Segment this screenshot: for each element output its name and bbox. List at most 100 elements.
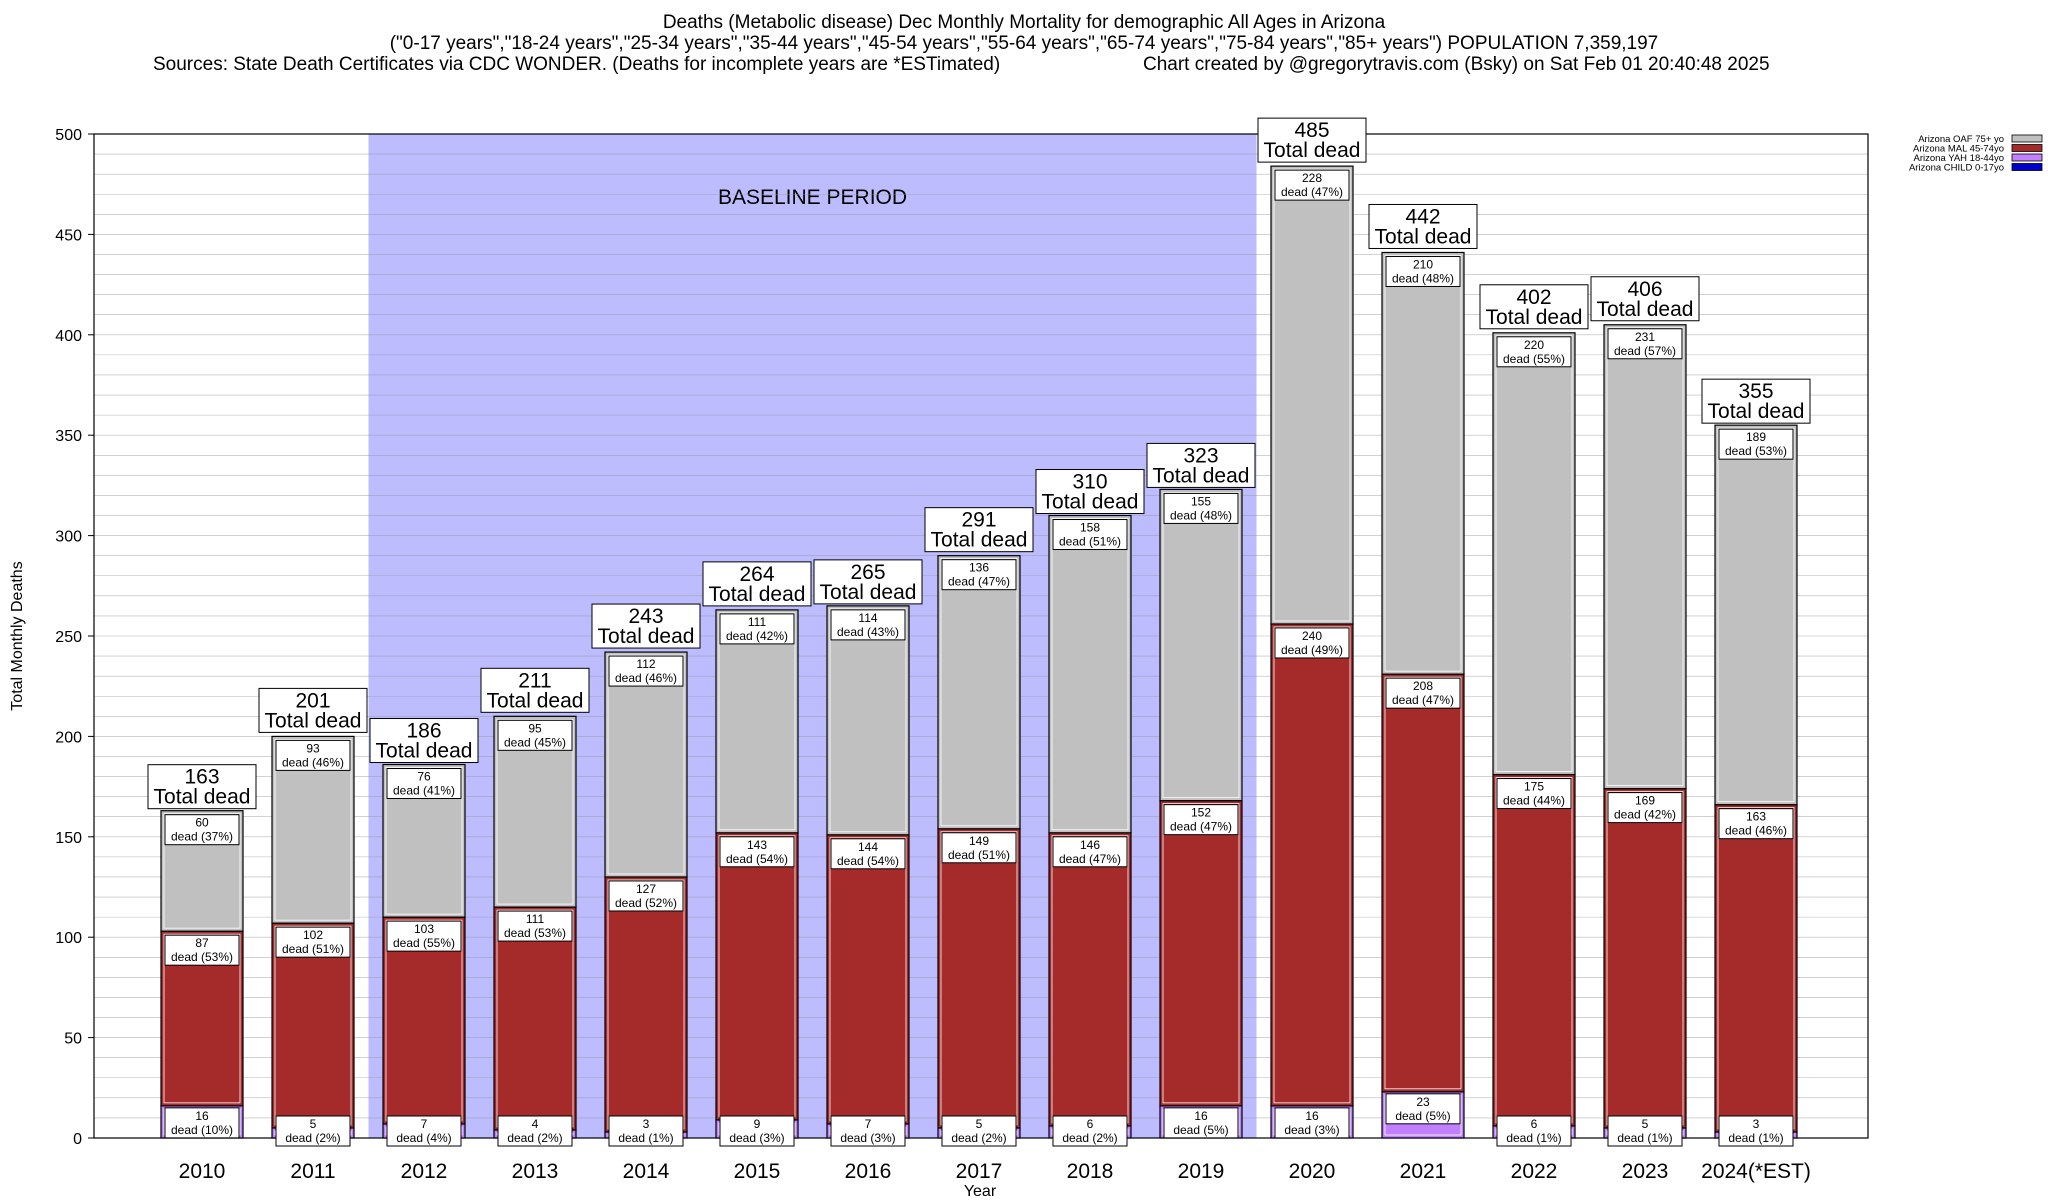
y-tick-label: 100 — [55, 930, 82, 947]
segment-pct-label: dead (53%) — [504, 926, 566, 940]
segment-label-bg — [1607, 792, 1683, 824]
total-label-bg — [258, 687, 368, 733]
total-value-label: 442 — [1405, 205, 1440, 228]
segment-value-label: 220 — [1524, 338, 1544, 352]
segment-label-bg — [1163, 1107, 1239, 1139]
y-tick-label: 150 — [55, 830, 82, 847]
segment-value-label: 146 — [1080, 838, 1100, 852]
total-label-bg — [1701, 378, 1811, 424]
total-text-label: Total dead — [709, 583, 806, 606]
total-value-label: 264 — [739, 563, 774, 586]
x-category-label: 2021 — [1400, 1160, 1447, 1183]
total-label-bg — [1146, 442, 1256, 488]
total-label-bg — [1590, 276, 1700, 322]
bar-segment-inner — [1273, 168, 1351, 622]
segment-pct-label: dead (45%) — [504, 735, 566, 749]
segment-label-bg — [275, 739, 351, 771]
total-text-label: Total dead — [1708, 400, 1805, 423]
bar-segment — [493, 906, 577, 1131]
segment-pct-label: dead (53%) — [1725, 444, 1787, 458]
bar-segment — [1159, 800, 1243, 1107]
bar-segment-inner — [1384, 255, 1462, 672]
segment-pct-label: dead (4%) — [396, 1131, 451, 1145]
segment-pct-label: dead (46%) — [282, 755, 344, 769]
segment-pct-label: dead (47%) — [1170, 820, 1232, 834]
segment-pct-label: dead (51%) — [948, 848, 1010, 862]
bar-segment-inner — [829, 608, 907, 833]
segment-label-bg — [275, 1115, 351, 1147]
total-value-label: 243 — [628, 605, 663, 628]
bar-segment — [604, 876, 688, 1133]
segment-label-bg — [1274, 627, 1350, 659]
bar-segment — [1381, 673, 1465, 1093]
total-value-label: 186 — [406, 720, 441, 743]
segment-pct-label: dead (57%) — [1614, 344, 1676, 358]
segment-value-label: 152 — [1191, 806, 1211, 820]
bar-segment — [826, 834, 910, 1125]
segment-value-label: 143 — [747, 838, 767, 852]
bar-segment-inner — [1051, 518, 1129, 831]
chart-credit: Chart created by @gregorytravis.com (Bsk… — [1143, 54, 1770, 75]
segment-pct-label: dead (46%) — [615, 671, 677, 685]
total-text-label: Total dead — [598, 625, 695, 648]
segment-pct-label: dead (53%) — [171, 950, 233, 964]
chart-title-block: Deaths (Metabolic disease) Dec Monthly M… — [0, 12, 2048, 54]
segment-pct-label: dead (46%) — [1725, 824, 1787, 838]
bar-segment — [937, 828, 1021, 1129]
segment-pct-label: dead (2%) — [285, 1131, 340, 1145]
segment-pct-label: dead (41%) — [393, 784, 455, 798]
x-category-label: 2023 — [1622, 1160, 1669, 1183]
x-category-label: 2015 — [734, 1160, 781, 1183]
segment-label-bg — [1052, 836, 1128, 868]
segment-value-label: 102 — [303, 928, 323, 942]
total-text-label: Total dead — [1042, 491, 1139, 514]
bar-segment — [1270, 165, 1354, 625]
segment-pct-label: dead (1%) — [1617, 1131, 1672, 1145]
total-text-label: Total dead — [1375, 225, 1472, 248]
bar-segment-inner — [718, 612, 796, 831]
segment-value-label: 93 — [306, 741, 320, 755]
segment-value-label: 103 — [414, 922, 434, 936]
bar-segment — [1048, 832, 1132, 1127]
total-value-label: 323 — [1183, 444, 1218, 467]
legend-entry-label: Arizona YAH 18-44yo — [1914, 153, 2004, 164]
x-category-label: 2019 — [1178, 1160, 1225, 1183]
bar-segment — [1714, 424, 1798, 806]
segment-value-label: 16 — [1305, 1109, 1319, 1123]
segment-value-label: 7 — [421, 1117, 428, 1131]
segment-value-label: 111 — [526, 912, 545, 926]
segment-label-bg — [1718, 1115, 1794, 1147]
segment-pct-label: dead (51%) — [282, 942, 344, 956]
segment-label-bg — [386, 1115, 462, 1147]
segment-label-bg — [1607, 1115, 1683, 1147]
segment-value-label: 6 — [1087, 1117, 1094, 1131]
bar-segment-inner — [496, 718, 574, 905]
total-text-label: Total dead — [376, 740, 473, 763]
segment-label-bg — [1496, 1115, 1572, 1147]
total-text-label: Total dead — [154, 786, 251, 809]
bar-segment — [1603, 324, 1687, 790]
segment-label-bg — [941, 832, 1017, 864]
